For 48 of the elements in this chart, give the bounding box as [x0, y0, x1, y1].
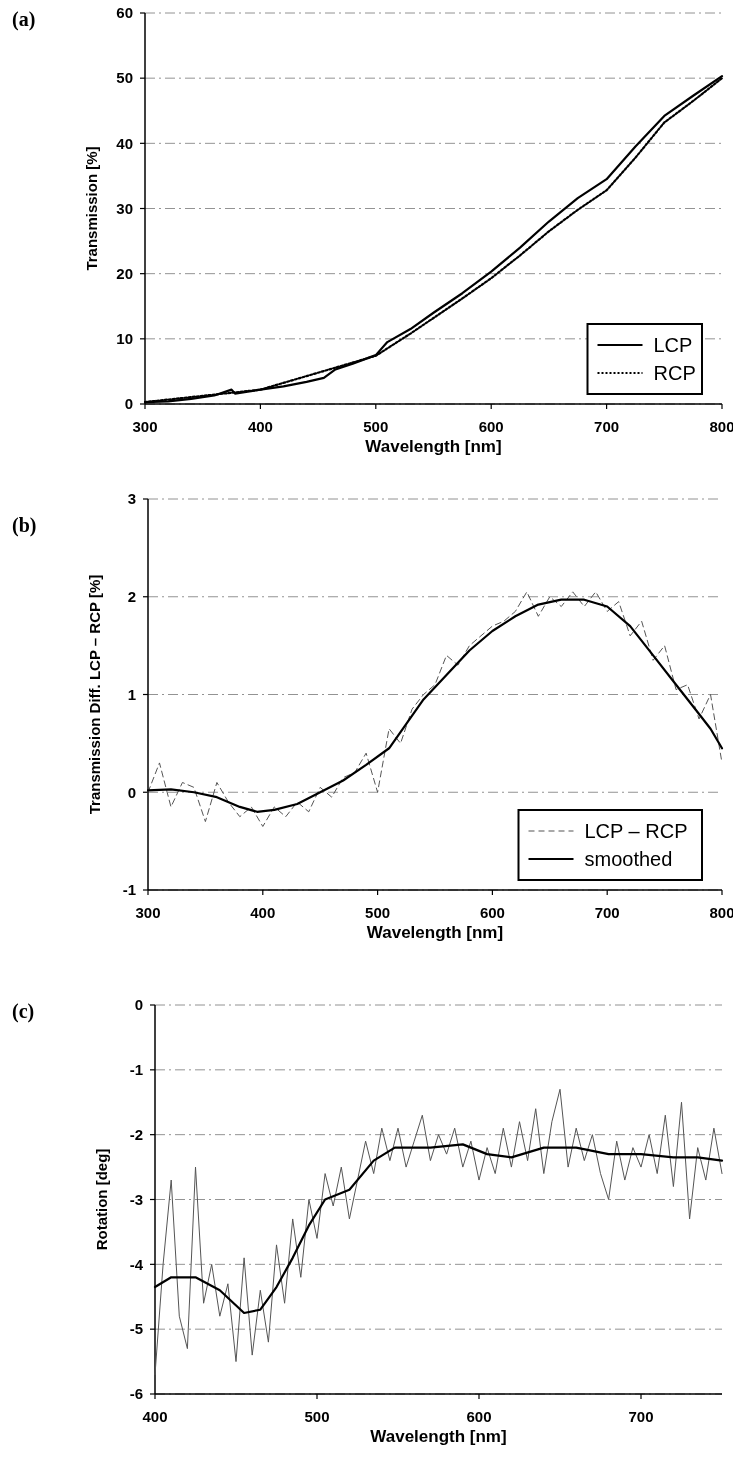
legend-label: LCP – RCP — [584, 820, 688, 842]
text: (b) — [12, 514, 37, 537]
legend-label: smoothed — [584, 848, 673, 870]
y-tick-label: 50 — [116, 69, 133, 87]
legend-label: RCP — [653, 362, 696, 384]
x-tick-label: 500 — [304, 1408, 330, 1425]
x-tick-label: 400 — [142, 1408, 168, 1425]
y-tick-label: -1 — [129, 1061, 143, 1079]
x-tick-label: 400 — [250, 904, 276, 921]
legend-label: LCP — [653, 334, 693, 356]
x-tick-label: 500 — [365, 904, 391, 921]
x-tick-label: 300 — [132, 418, 158, 435]
x-tick-label: 600 — [478, 418, 504, 435]
x-tick-label: 700 — [594, 904, 620, 921]
y-tick-label: 0 — [124, 395, 133, 413]
y-tick-label: 40 — [116, 134, 133, 152]
y-tick-label: 2 — [127, 588, 136, 605]
y-tick-label: -4 — [129, 1255, 144, 1273]
y-tick-label: -3 — [129, 1190, 143, 1208]
x-axis-title: Wavelength [nm] — [366, 923, 504, 942]
y-tick-label: -6 — [129, 1385, 143, 1403]
x-tick-label: 800 — [709, 418, 733, 435]
y-tick-label: -5 — [129, 1320, 143, 1338]
x-tick-label: 300 — [135, 904, 161, 921]
y-tick-label: 0 — [127, 783, 136, 801]
x-tick-label: 600 — [479, 904, 505, 921]
text: (a) — [12, 8, 36, 31]
y-tick-label: 10 — [116, 330, 133, 348]
x-tick-label: 800 — [709, 904, 733, 921]
y-tick-label: 3 — [127, 490, 136, 508]
x-tick-label: 400 — [247, 418, 273, 435]
y-axis-title: Rotation [deg] — [93, 1148, 110, 1251]
y-tick-label: 1 — [127, 685, 136, 703]
y-tick-label: -2 — [129, 1125, 143, 1143]
x-tick-label: 700 — [628, 1408, 654, 1425]
y-tick-label: 20 — [116, 264, 133, 282]
y-tick-label: 30 — [116, 199, 133, 217]
y-axis-title: Transmission [%] — [83, 146, 100, 271]
y-axis-title: Transmission Diff. LCP – RCP [%] — [86, 574, 103, 815]
text: (c) — [12, 1000, 35, 1023]
x-axis-title: Wavelength [nm] — [370, 1427, 507, 1446]
y-tick-label: 0 — [134, 996, 143, 1014]
y-tick-label: 60 — [116, 4, 133, 22]
x-tick-label: 600 — [466, 1408, 492, 1425]
y-tick-label: -1 — [122, 881, 136, 899]
x-tick-label: 700 — [594, 418, 620, 435]
x-tick-label: 500 — [363, 418, 389, 435]
x-axis-title: Wavelength [nm] — [365, 437, 502, 456]
